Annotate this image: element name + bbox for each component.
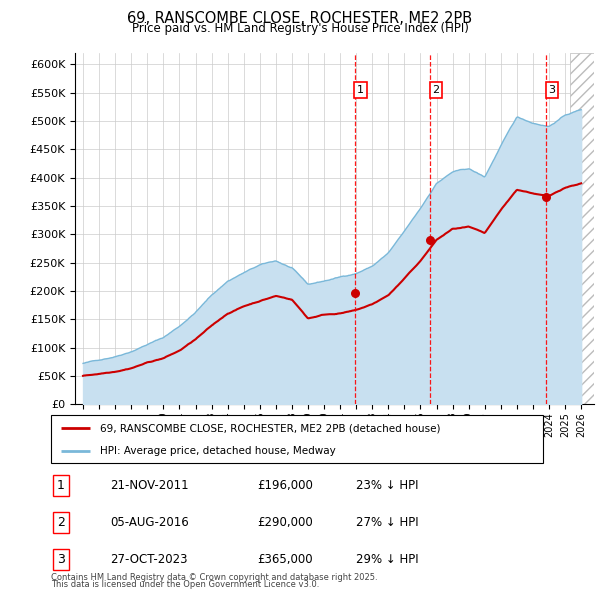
- Text: 05-AUG-2016: 05-AUG-2016: [110, 516, 189, 529]
- Text: 29% ↓ HPI: 29% ↓ HPI: [356, 553, 419, 566]
- Text: 23% ↓ HPI: 23% ↓ HPI: [356, 478, 419, 492]
- Text: £290,000: £290,000: [257, 516, 313, 529]
- Text: 3: 3: [57, 553, 65, 566]
- FancyBboxPatch shape: [51, 415, 543, 463]
- Text: This data is licensed under the Open Government Licence v3.0.: This data is licensed under the Open Gov…: [51, 580, 319, 589]
- Text: HPI: Average price, detached house, Medway: HPI: Average price, detached house, Medw…: [100, 446, 336, 456]
- Text: £196,000: £196,000: [257, 478, 314, 492]
- Text: 1: 1: [357, 85, 364, 95]
- Text: 27-OCT-2023: 27-OCT-2023: [110, 553, 188, 566]
- Text: 2: 2: [57, 516, 65, 529]
- Text: £365,000: £365,000: [257, 553, 313, 566]
- Point: [425, 235, 435, 245]
- Text: 27% ↓ HPI: 27% ↓ HPI: [356, 516, 419, 529]
- Text: 1: 1: [57, 478, 65, 492]
- Text: 3: 3: [548, 85, 556, 95]
- Text: 69, RANSCOMBE CLOSE, ROCHESTER, ME2 2PB: 69, RANSCOMBE CLOSE, ROCHESTER, ME2 2PB: [127, 11, 473, 25]
- Point: [350, 289, 359, 298]
- Point: [541, 193, 551, 202]
- Text: Contains HM Land Registry data © Crown copyright and database right 2025.: Contains HM Land Registry data © Crown c…: [51, 573, 377, 582]
- Text: 69, RANSCOMBE CLOSE, ROCHESTER, ME2 2PB (detached house): 69, RANSCOMBE CLOSE, ROCHESTER, ME2 2PB …: [100, 423, 441, 433]
- Text: Price paid vs. HM Land Registry's House Price Index (HPI): Price paid vs. HM Land Registry's House …: [131, 22, 469, 35]
- Text: 21-NOV-2011: 21-NOV-2011: [110, 478, 188, 492]
- Text: 2: 2: [433, 85, 439, 95]
